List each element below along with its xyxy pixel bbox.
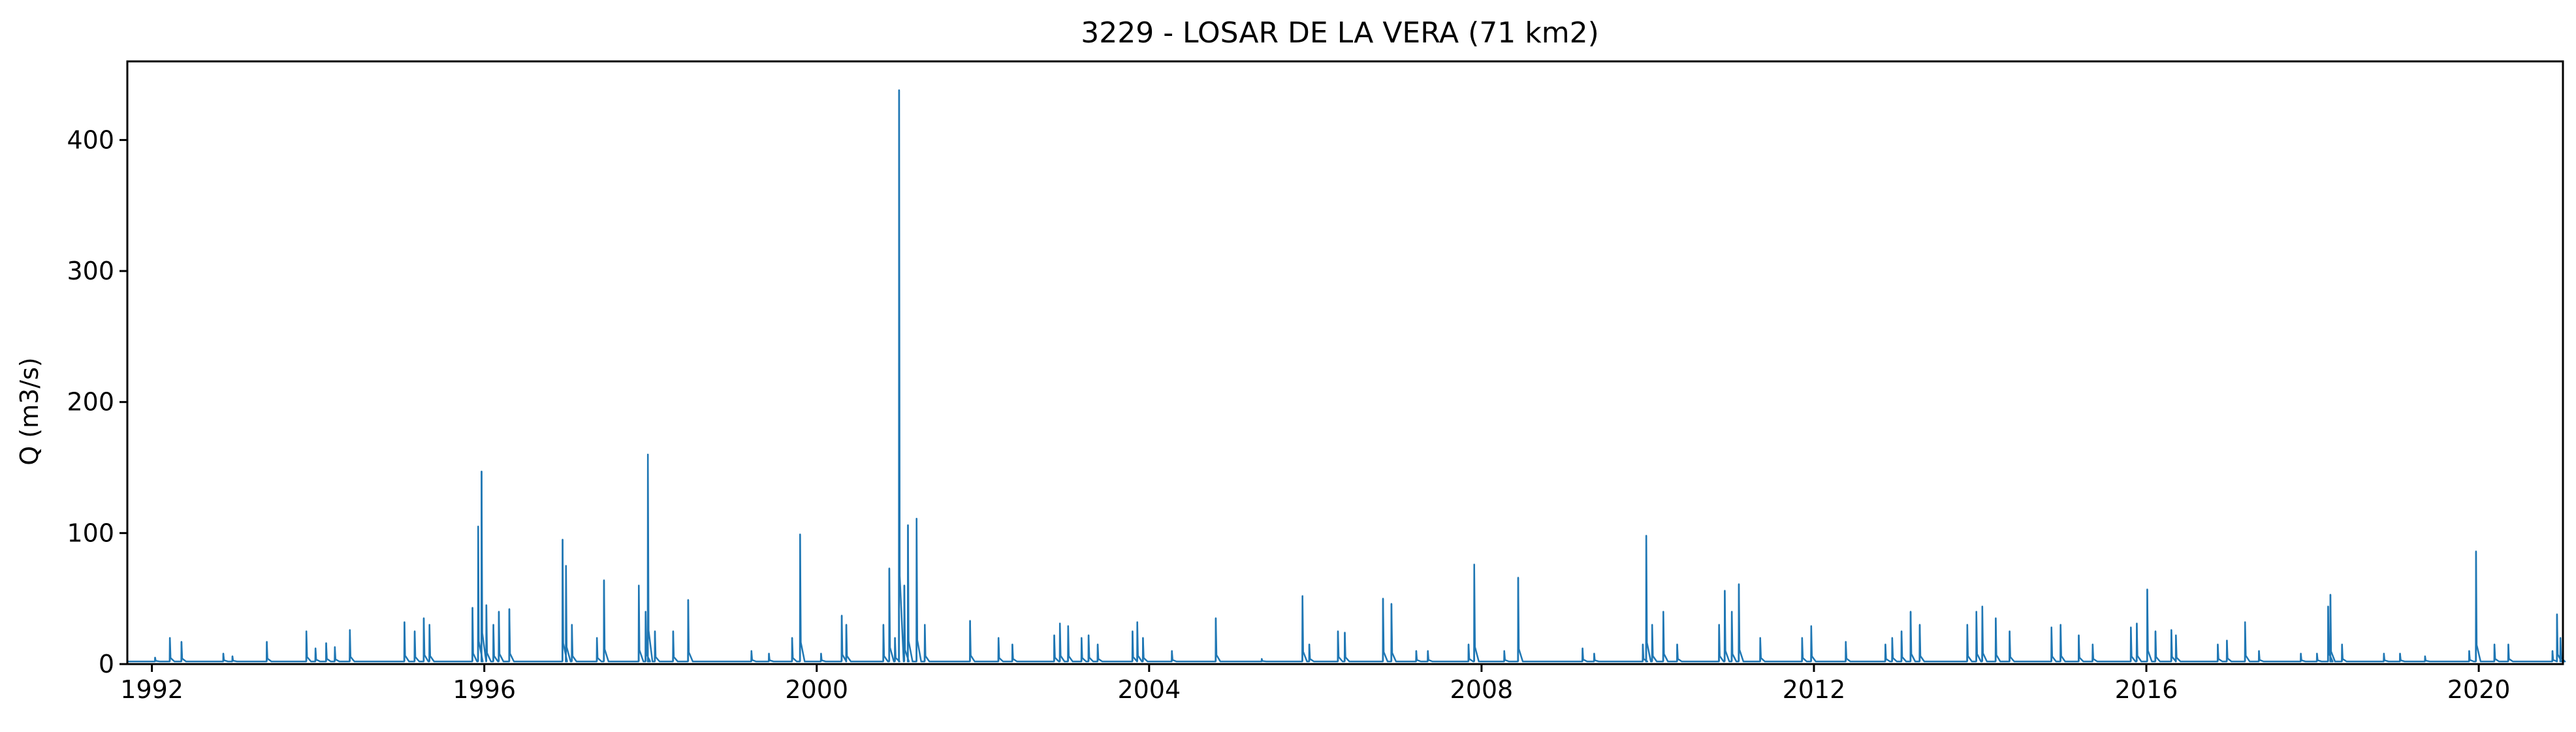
y-tick-label: 100 bbox=[67, 518, 114, 547]
x-tick-label: 2012 bbox=[1783, 675, 1846, 704]
x-tick-label: 2000 bbox=[785, 675, 848, 704]
x-tick-label: 2020 bbox=[2447, 675, 2511, 704]
y-tick-label: 400 bbox=[67, 125, 114, 154]
x-tick-label: 2008 bbox=[1450, 675, 1514, 704]
series-line-0 bbox=[127, 89, 2566, 663]
y-axis: 0 100 200 300 400 bbox=[67, 125, 127, 678]
plot-frame bbox=[126, 60, 2564, 665]
y-tick-label: 300 bbox=[67, 257, 114, 285]
x-tick-label: 1996 bbox=[453, 675, 516, 704]
y-axis-label: Q (m3/s) bbox=[15, 357, 44, 465]
x-tick-label: 2016 bbox=[2115, 675, 2178, 704]
x-axis: 1992 1996 2000 2004 2008 2012 2016 2020 bbox=[120, 664, 2510, 704]
y-tick-label: 200 bbox=[67, 388, 114, 417]
x-tick-label: 1992 bbox=[120, 675, 183, 704]
x-tick-label: 2004 bbox=[1117, 675, 1181, 704]
chart-title: 3229 - LOSAR DE LA VERA (71 km2) bbox=[1081, 16, 1599, 50]
plot-area bbox=[127, 89, 2566, 663]
y-tick-label: 0 bbox=[99, 650, 114, 678]
